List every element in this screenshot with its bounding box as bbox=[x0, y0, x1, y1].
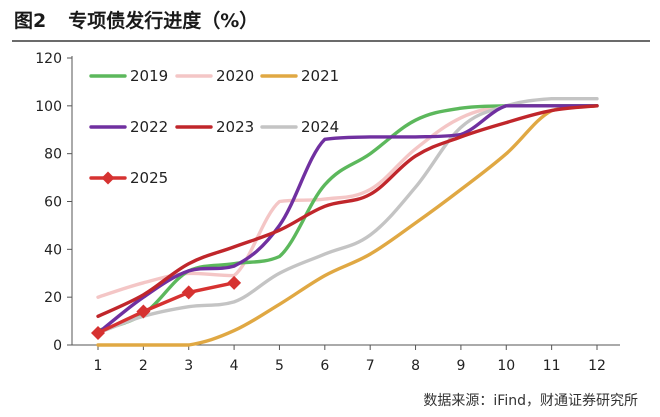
series-line-2022 bbox=[96, 104, 599, 335]
x-tick-label: 7 bbox=[366, 358, 375, 374]
y-tick-label: 20 bbox=[44, 290, 62, 306]
y-tick-label: 60 bbox=[44, 195, 62, 211]
legend-label-2024: 2024 bbox=[301, 118, 339, 136]
x-tick-label: 6 bbox=[320, 358, 329, 374]
legend-label-2020: 2020 bbox=[216, 67, 254, 85]
x-tick-label: 10 bbox=[497, 358, 515, 374]
x-tick-label: 1 bbox=[94, 358, 103, 374]
legend-item-2024: 2024 bbox=[260, 118, 339, 136]
legend-label-2022: 2022 bbox=[130, 118, 168, 136]
series-line-2023 bbox=[96, 104, 599, 318]
y-tick-label: 80 bbox=[44, 147, 62, 163]
legend: 2019 2020 2021 2022 2023 2024 2025 bbox=[89, 67, 339, 187]
legend-item-2022: 2022 bbox=[89, 118, 168, 136]
legend-label-2019: 2019 bbox=[130, 67, 168, 85]
y-tick-label: 40 bbox=[44, 242, 62, 258]
chart-title: 专项债发行进度（%） bbox=[68, 10, 259, 32]
legend-item-2021: 2021 bbox=[260, 67, 339, 85]
data-point-2025 bbox=[91, 326, 105, 341]
figure-title: 图2 专项债发行进度（%） bbox=[12, 6, 258, 33]
x-tick-label: 8 bbox=[411, 358, 420, 374]
data-point-2025 bbox=[181, 285, 196, 300]
legend-marker-2025 bbox=[101, 171, 115, 185]
title-divider bbox=[12, 40, 650, 42]
series-markers bbox=[91, 275, 242, 341]
x-tick-label: 12 bbox=[588, 358, 606, 374]
legend-label-2025: 2025 bbox=[130, 169, 168, 187]
legend-item-2020: 2020 bbox=[175, 67, 254, 85]
legend-label-2021: 2021 bbox=[301, 67, 339, 85]
series-lines bbox=[96, 96, 599, 347]
y-tick-label: 100 bbox=[35, 99, 62, 115]
series-line-2025 bbox=[96, 281, 236, 335]
legend-item-2019: 2019 bbox=[89, 67, 168, 85]
y-tick-label: 0 bbox=[53, 338, 62, 354]
x-tick-label: 11 bbox=[543, 358, 561, 374]
data-source: 数据来源：iFind，财通证券研究所 bbox=[423, 393, 638, 409]
x-tick-label: 5 bbox=[275, 358, 284, 374]
legend-item-2025: 2025 bbox=[89, 169, 168, 187]
data-point-2025 bbox=[136, 304, 151, 319]
series-line-2021 bbox=[96, 104, 599, 347]
figure-label: 图2 bbox=[14, 10, 47, 32]
data-point-2025 bbox=[227, 275, 242, 290]
y-tick-label: 120 bbox=[35, 51, 62, 67]
legend-label-2023: 2023 bbox=[216, 118, 254, 136]
x-tick-label: 2 bbox=[139, 358, 148, 374]
x-tick-label: 4 bbox=[230, 358, 239, 374]
x-tick-label: 3 bbox=[184, 358, 193, 374]
x-tick-label: 9 bbox=[456, 358, 465, 374]
legend-item-2023: 2023 bbox=[175, 118, 254, 136]
